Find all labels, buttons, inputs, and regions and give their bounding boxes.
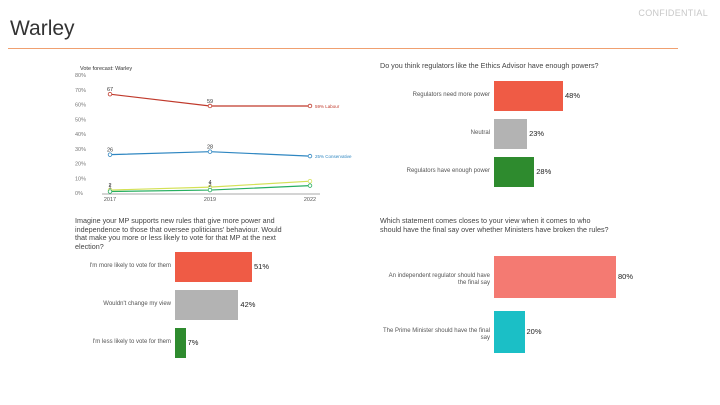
bar: [494, 157, 535, 187]
page-title: Warley: [10, 17, 75, 40]
category-label: An independent regulator should have the…: [388, 273, 490, 286]
bar: [494, 119, 528, 149]
y-tick-label: 10%: [75, 176, 86, 182]
data-label: 67: [107, 87, 113, 93]
series-point: [207, 149, 213, 154]
y-tick-label: 20%: [75, 162, 86, 168]
series-point: [307, 178, 313, 184]
series-point: [107, 189, 113, 194]
question-text: Imagine your MP supports new rules that …: [75, 216, 282, 251]
series-point: [207, 103, 213, 109]
question-text: Which statement comes closes to your vie…: [380, 216, 609, 234]
bar: [175, 290, 239, 320]
vote-forecast-chart: Vote forecast: Warley 0% 10% 20% 30% 40% 50% 60…: [75, 66, 352, 203]
bar: [494, 81, 563, 111]
data-label: 2: [108, 183, 111, 189]
category-label: I'm more likely to vote for them: [89, 263, 171, 269]
confidential-label: CONFIDENTIAL: [638, 8, 708, 18]
value-label: 7%: [187, 338, 199, 347]
value-label: 20%: [526, 327, 542, 336]
category-label: I'm less likely to vote for them: [92, 339, 171, 345]
data-label: 59: [207, 99, 213, 105]
y-tick-label: 0%: [75, 191, 83, 197]
value-label: 23%: [529, 129, 545, 138]
final-say-chart: Which statement comes closes to your vie…: [380, 216, 700, 357]
y-tick-label: 40%: [75, 132, 86, 138]
value-label: 80%: [618, 272, 634, 281]
ethics-powers-chart: Do you think regulators like the Ethics …: [380, 61, 700, 187]
y-tick-label: 80%: [75, 73, 86, 79]
data-label: 4: [208, 180, 211, 186]
series-point: [307, 103, 313, 109]
data-label: 1: [108, 185, 111, 191]
y-tick-label: 60%: [75, 103, 86, 109]
series-end-label: 25% Conservative: [315, 154, 352, 159]
series-end-label: 59% Labour: [315, 104, 340, 109]
category-label: The Prime Minister should have the final…: [382, 328, 490, 341]
x-tick-label: 2022: [304, 197, 316, 203]
y-tick-label: 50%: [75, 117, 86, 123]
value-label: 42%: [240, 300, 256, 309]
data-label: 26: [107, 148, 113, 154]
bar: [494, 256, 616, 298]
x-tick-label: 2017: [104, 197, 116, 203]
value-label: 51%: [254, 262, 270, 271]
category-label: Wouldn't change my view: [103, 301, 171, 307]
series-point: [107, 91, 113, 97]
question-text: Do you think regulators like the Ethics …: [380, 61, 599, 70]
y-tick-label: 30%: [75, 147, 86, 153]
value-label: 48%: [565, 91, 581, 100]
category-label: Regulators have enough power: [406, 168, 490, 174]
header-divider: [8, 48, 678, 49]
bar: [175, 328, 186, 358]
value-label: 28%: [536, 167, 552, 176]
chart-title: Vote forecast: Warley: [80, 66, 132, 72]
data-label: 28: [207, 145, 213, 151]
series-point: [207, 187, 213, 193]
mp-vote-likelihood-chart: Imagine your MP supports new rules that …: [75, 216, 365, 367]
x-tick-label: 2019: [204, 197, 216, 203]
y-tick-label: 70%: [75, 88, 86, 94]
series-point: [307, 153, 313, 159]
bar: [494, 311, 525, 353]
series-point: [107, 152, 113, 157]
series-point: [307, 183, 313, 188]
category-label: Regulators need more power: [412, 92, 490, 98]
category-label: Neutral: [470, 130, 490, 136]
data-label: 2: [208, 183, 211, 189]
bar: [175, 252, 252, 282]
